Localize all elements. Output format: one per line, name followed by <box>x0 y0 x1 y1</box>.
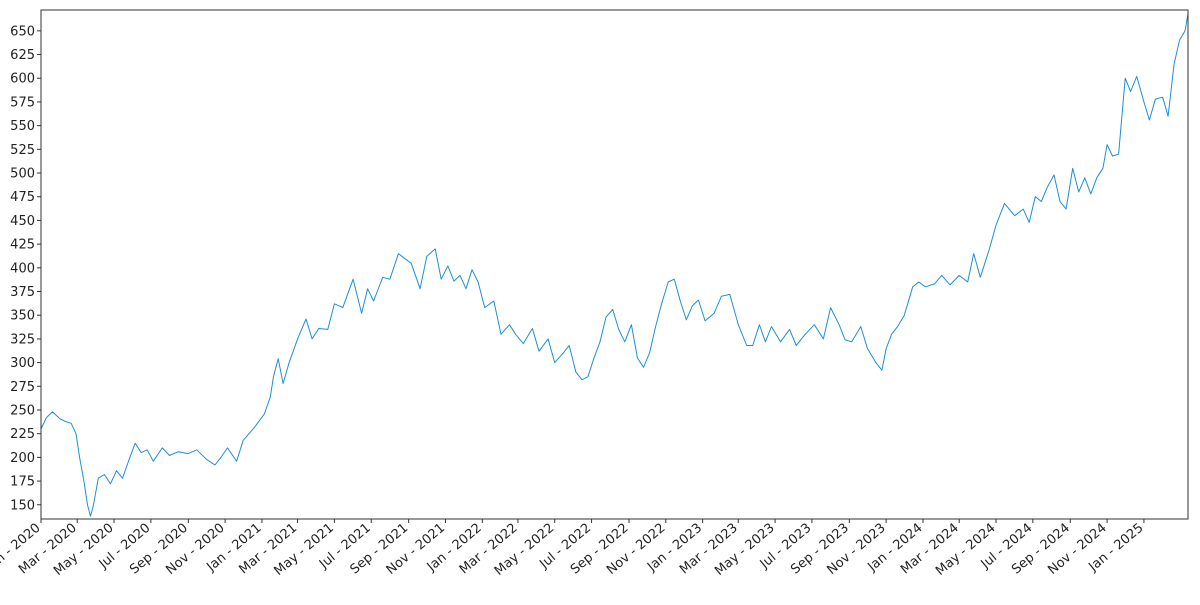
y-tick-label: 275 <box>10 380 35 395</box>
y-tick-label: 575 <box>10 95 35 110</box>
y-tick-label: 450 <box>10 214 35 229</box>
y-tick-label: 200 <box>10 451 35 466</box>
y-axis: 150 175 200 225 250 275 300 325 350 375 400 425 450 4… <box>10 24 41 513</box>
y-tick-label: 425 <box>10 238 35 253</box>
y-tick-label: 375 <box>10 285 35 300</box>
y-tick-label: 400 <box>10 261 35 276</box>
y-tick-label: 525 <box>10 143 35 158</box>
y-tick-label: 625 <box>10 48 35 63</box>
plot-frame <box>40 9 1189 520</box>
y-tick-label: 300 <box>10 356 35 371</box>
y-tick-label: 325 <box>10 332 35 347</box>
y-tick-label: 475 <box>10 190 35 205</box>
y-tick-label: 225 <box>10 427 35 442</box>
y-tick-label: 500 <box>10 167 35 182</box>
y-tick-label: 250 <box>10 403 35 418</box>
series-layer <box>40 13 1189 517</box>
y-tick-label: 600 <box>10 72 35 87</box>
y-tick-label: 150 <box>10 498 35 513</box>
y-tick-label: 650 <box>10 24 35 39</box>
y-tick-label: 350 <box>10 309 35 324</box>
series-line <box>40 13 1189 517</box>
y-tick-label: 550 <box>10 119 35 134</box>
y-tick-label: 175 <box>10 475 35 490</box>
